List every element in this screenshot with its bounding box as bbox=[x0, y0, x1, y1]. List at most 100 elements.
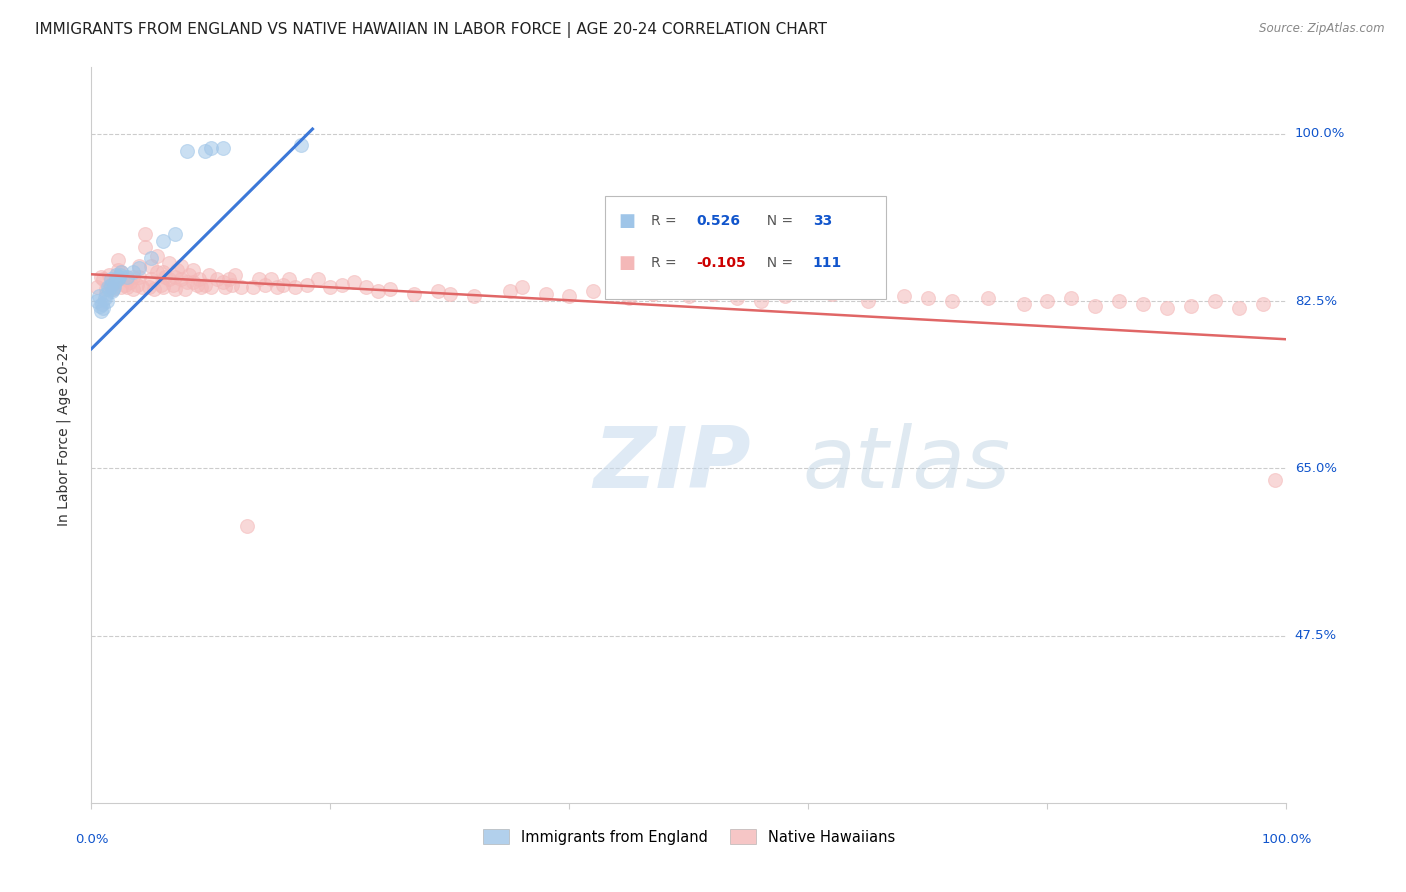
Point bbox=[134, 239, 156, 253]
Text: Source: ZipAtlas.com: Source: ZipAtlas.com bbox=[1260, 22, 1385, 36]
Text: 82.5%: 82.5% bbox=[1295, 294, 1337, 308]
Point bbox=[141, 272, 162, 286]
Point bbox=[118, 275, 141, 289]
Point bbox=[131, 279, 153, 293]
Point bbox=[110, 265, 132, 279]
Point bbox=[176, 144, 198, 158]
Point bbox=[142, 282, 165, 296]
Point bbox=[141, 251, 162, 265]
Point bbox=[218, 272, 240, 286]
Point bbox=[1108, 293, 1130, 308]
Text: R =: R = bbox=[651, 214, 681, 228]
Point bbox=[179, 268, 201, 283]
Point bbox=[163, 270, 186, 285]
Point bbox=[134, 227, 156, 241]
Point bbox=[98, 282, 121, 296]
Point bbox=[205, 272, 228, 286]
Point bbox=[128, 270, 150, 285]
Point bbox=[976, 291, 998, 305]
Point bbox=[773, 289, 796, 303]
Point bbox=[163, 282, 186, 296]
Point bbox=[152, 234, 174, 248]
Point bbox=[94, 282, 117, 296]
Point bbox=[619, 291, 641, 305]
Point bbox=[354, 279, 377, 293]
Point bbox=[200, 279, 222, 293]
Point bbox=[110, 265, 132, 279]
Point bbox=[1012, 297, 1035, 311]
Point bbox=[157, 272, 180, 286]
Point bbox=[271, 277, 294, 292]
Point bbox=[678, 289, 700, 303]
Point bbox=[253, 277, 276, 292]
Point bbox=[146, 265, 169, 279]
Text: 33: 33 bbox=[813, 214, 832, 228]
Point bbox=[749, 293, 772, 308]
Text: 0.0%: 0.0% bbox=[75, 833, 108, 847]
Point bbox=[463, 289, 485, 303]
Point bbox=[163, 227, 186, 241]
Point bbox=[194, 144, 217, 158]
Point bbox=[641, 287, 664, 301]
Point bbox=[1204, 293, 1226, 308]
Point bbox=[277, 272, 299, 286]
Point bbox=[367, 285, 389, 299]
Point bbox=[224, 268, 246, 283]
Point bbox=[105, 268, 128, 283]
Point bbox=[404, 287, 426, 301]
Point bbox=[821, 287, 844, 301]
Point bbox=[100, 272, 122, 286]
Point bbox=[1060, 291, 1083, 305]
Text: atlas: atlas bbox=[803, 423, 1011, 506]
Point bbox=[152, 265, 174, 279]
Point bbox=[96, 293, 118, 308]
Point bbox=[259, 272, 281, 286]
Point bbox=[91, 297, 114, 311]
Point bbox=[100, 277, 122, 292]
Point bbox=[89, 299, 111, 313]
Point bbox=[86, 279, 108, 293]
Point bbox=[101, 282, 124, 296]
Point bbox=[107, 272, 129, 286]
Point bbox=[856, 293, 880, 308]
Text: N =: N = bbox=[758, 256, 797, 270]
Text: 100.0%: 100.0% bbox=[1295, 128, 1346, 140]
Point bbox=[582, 285, 605, 299]
Point bbox=[108, 268, 131, 283]
Point bbox=[90, 303, 112, 318]
Point bbox=[1084, 299, 1107, 313]
Point bbox=[114, 277, 136, 292]
Point bbox=[194, 277, 217, 292]
Point bbox=[93, 272, 114, 286]
Point bbox=[138, 279, 160, 293]
Point bbox=[235, 518, 259, 533]
Point bbox=[221, 277, 243, 292]
Point bbox=[157, 256, 180, 270]
Point bbox=[1180, 299, 1202, 313]
Point bbox=[319, 279, 342, 293]
Point bbox=[1036, 293, 1059, 308]
Point bbox=[266, 279, 288, 293]
Text: 47.5%: 47.5% bbox=[1295, 629, 1337, 642]
Text: 65.0%: 65.0% bbox=[1295, 462, 1337, 475]
Point bbox=[115, 279, 138, 293]
Point bbox=[498, 285, 520, 299]
Text: 100.0%: 100.0% bbox=[1261, 833, 1312, 847]
Point bbox=[128, 259, 150, 273]
Text: N =: N = bbox=[758, 214, 797, 228]
Point bbox=[176, 275, 198, 289]
Point bbox=[242, 279, 264, 293]
Point bbox=[510, 279, 533, 293]
Point bbox=[1132, 297, 1154, 311]
Point bbox=[343, 275, 366, 289]
Point bbox=[86, 293, 108, 308]
Point bbox=[170, 259, 193, 273]
Point bbox=[149, 277, 172, 292]
Text: IMMIGRANTS FROM ENGLAND VS NATIVE HAWAIIAN IN LABOR FORCE | AGE 20-24 CORRELATIO: IMMIGRANTS FROM ENGLAND VS NATIVE HAWAII… bbox=[35, 22, 827, 38]
Point bbox=[101, 282, 124, 296]
Point bbox=[162, 277, 184, 292]
Point bbox=[152, 279, 174, 293]
Point bbox=[107, 262, 129, 277]
Text: ■: ■ bbox=[619, 254, 636, 272]
Point bbox=[893, 289, 915, 303]
